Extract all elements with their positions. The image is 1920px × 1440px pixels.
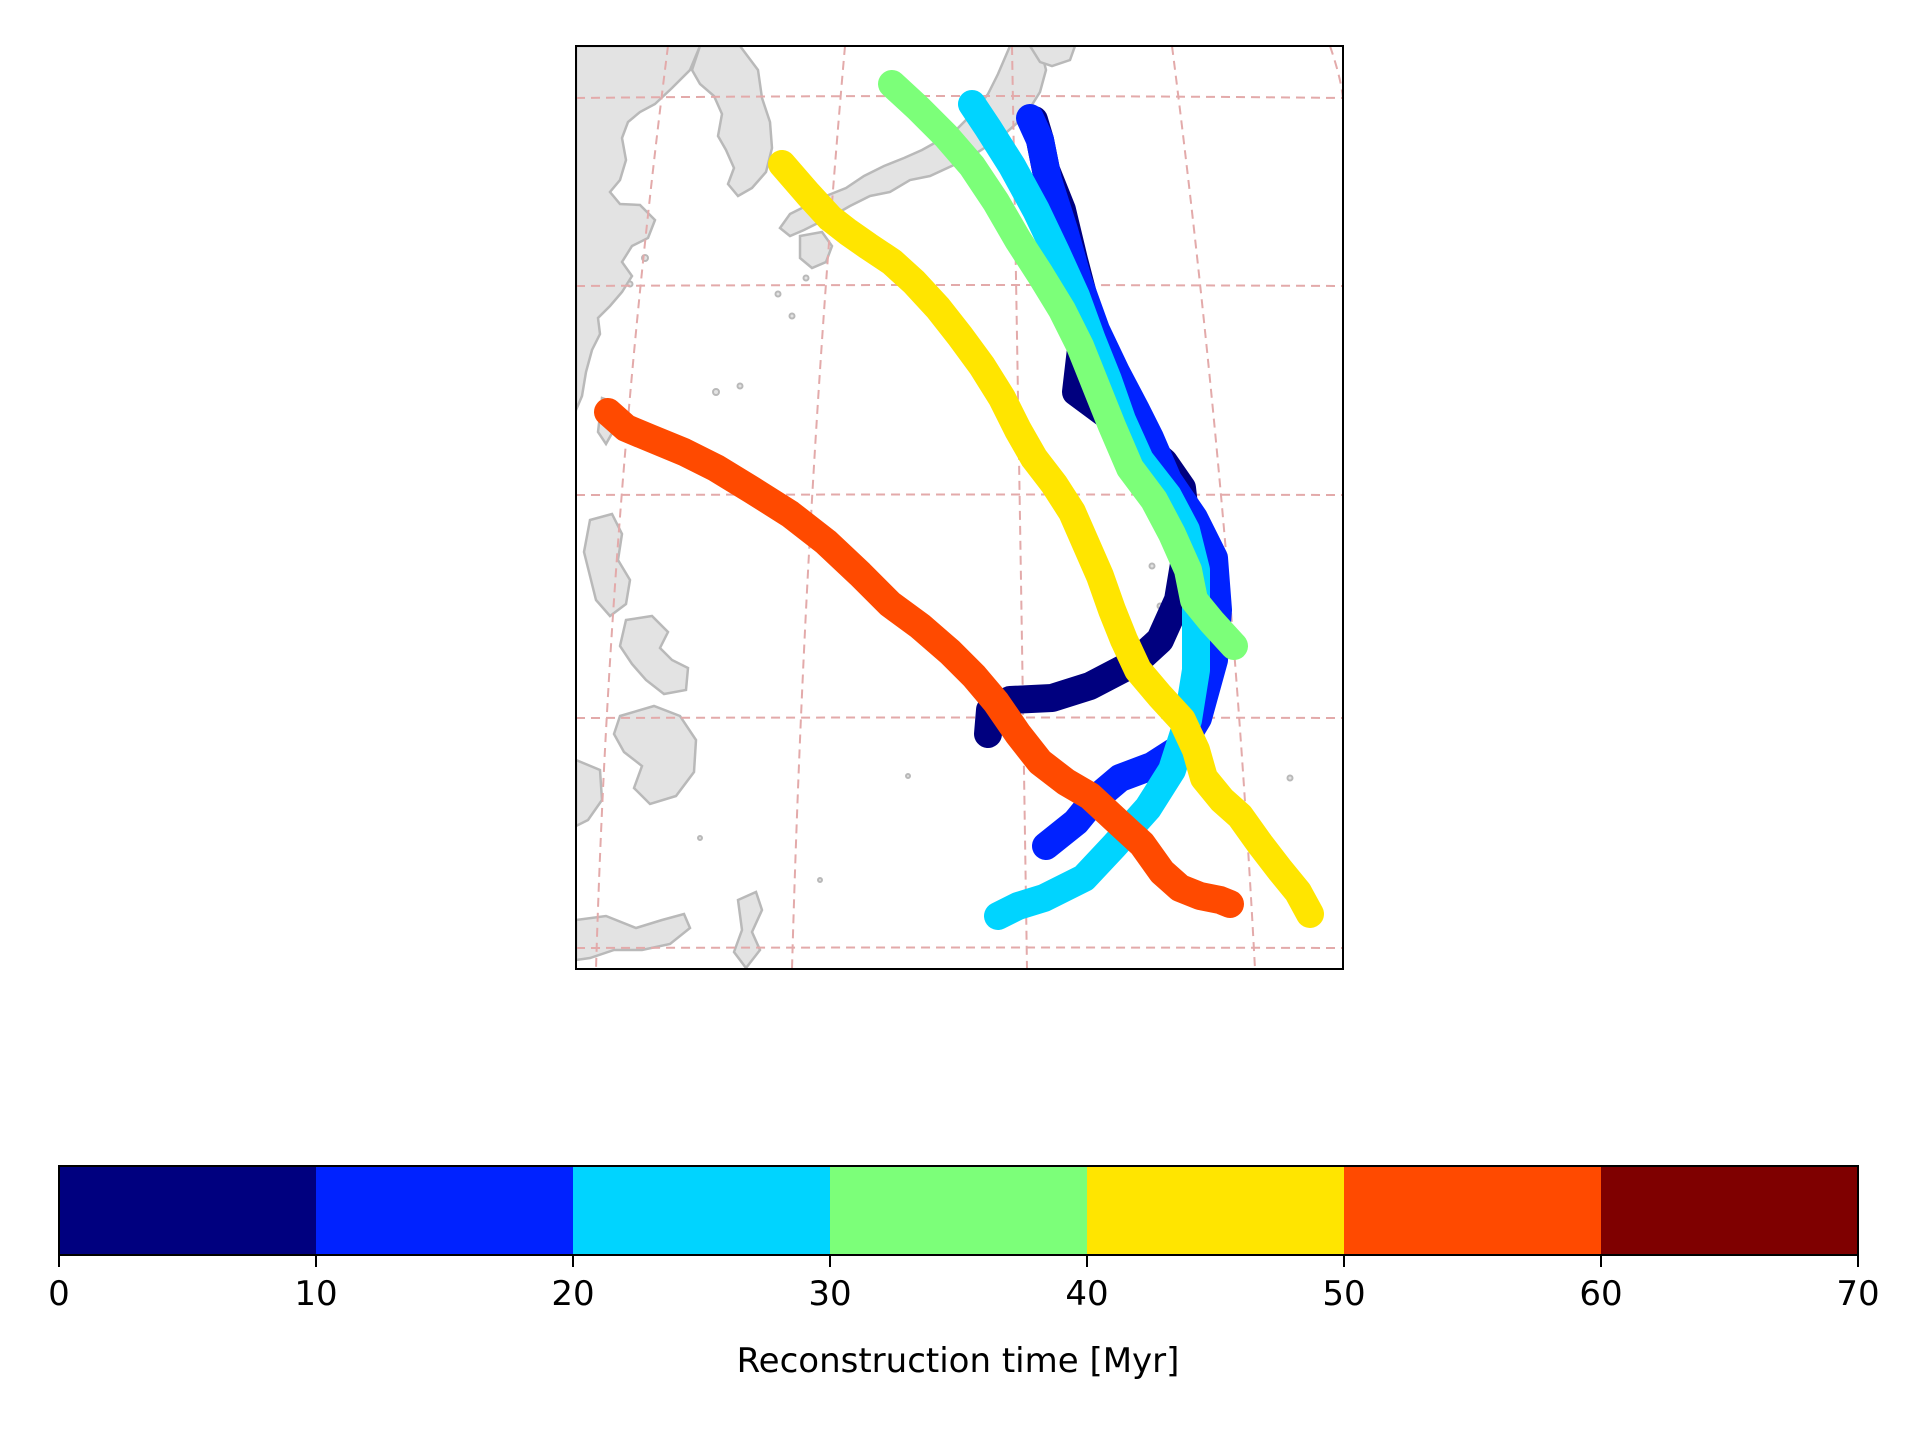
land-korea xyxy=(690,46,774,198)
small-islands xyxy=(626,254,1294,883)
colorbar-bin xyxy=(316,1166,574,1255)
land-halmahera xyxy=(732,890,764,969)
colorbar-bin xyxy=(1344,1166,1602,1255)
parallel-line xyxy=(576,95,1343,99)
land-mindanao xyxy=(612,704,698,806)
colorbar-bin xyxy=(1601,1166,1859,1255)
colorbar-tick-label: 60 xyxy=(1579,1274,1622,1314)
colorbar-label: Reconstruction time [Myr] xyxy=(737,1341,1180,1381)
map-panel xyxy=(575,45,1344,970)
colorbar-bin xyxy=(1087,1166,1345,1255)
map-frame xyxy=(575,45,1344,970)
parallel-line xyxy=(576,946,1343,949)
meridian-line xyxy=(1011,46,1028,969)
colorbar-frame xyxy=(58,1165,1859,1256)
track-cyan xyxy=(958,90,1210,930)
parallel-line xyxy=(576,493,1343,496)
colorbar-tick-label: 0 xyxy=(48,1274,70,1314)
land-visayas xyxy=(618,614,690,696)
meridian-line xyxy=(1329,46,1343,110)
land-asia-mainland xyxy=(576,46,702,411)
meridian-line xyxy=(791,46,846,969)
parallel-line xyxy=(576,284,1343,287)
colorbar-tick-label: 70 xyxy=(1836,1274,1879,1314)
land-hokkaido xyxy=(1028,46,1077,68)
colorbar-bin xyxy=(59,1166,317,1255)
graticule xyxy=(576,46,1343,969)
colorbar-tick-label: 20 xyxy=(551,1274,594,1314)
track-yellow xyxy=(768,150,1324,928)
track-orange xyxy=(594,398,1244,918)
colorbar-tick-label: 50 xyxy=(1322,1274,1365,1314)
land-new-guinea xyxy=(576,912,692,962)
colorbar-bin xyxy=(573,1166,831,1255)
colorbar-tick-label: 30 xyxy=(808,1274,851,1314)
colorbar: 0 10 20 30 40 50 60 70 Reconstruction time [Myr… xyxy=(48,1165,1880,1381)
parallel-line xyxy=(576,716,1343,719)
hotspot-tracks xyxy=(594,70,1324,930)
colorbar-tick-label: 40 xyxy=(1065,1274,1108,1314)
land-kyushu xyxy=(798,230,834,270)
colorbar-bins xyxy=(59,1166,1859,1255)
colorbar-ticks: 0 10 20 30 40 50 60 70 xyxy=(48,1255,1880,1314)
land-borneo xyxy=(576,758,604,828)
colorbar-tick-label: 10 xyxy=(294,1274,337,1314)
track-green xyxy=(878,70,1248,660)
colorbar-bin xyxy=(830,1166,1088,1255)
map-background xyxy=(576,46,1343,969)
